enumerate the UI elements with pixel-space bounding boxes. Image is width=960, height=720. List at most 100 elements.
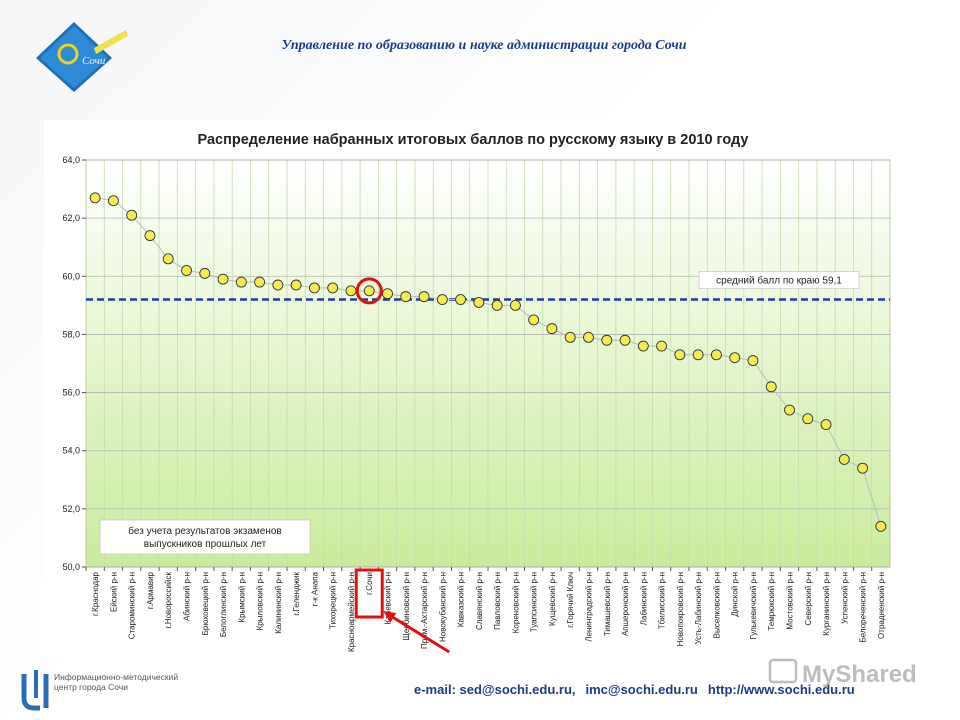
x-tick-label: Павловский р-н (493, 572, 502, 630)
chart-panel: Распределение набранных итоговых баллов … (44, 120, 902, 656)
x-tick-label: Северский р-н (804, 572, 813, 625)
x-tick-label: г.Краснодар (91, 571, 100, 616)
x-tick-label: Тбилисский р-н (658, 572, 667, 629)
x-tick-label: Динской р-н (731, 572, 740, 617)
x-tick-label: г.Сочи (365, 572, 374, 595)
x-tick-label: Прим.-Ахтарский р-н (420, 572, 429, 649)
data-point (637, 340, 649, 352)
x-tick-label: Мостовский р-н (786, 572, 795, 630)
data-point (162, 253, 174, 265)
data-point (729, 352, 741, 364)
logo-swirl-icon (57, 43, 79, 65)
data-point (747, 355, 759, 367)
x-tick-label: Кущевский р-н (548, 572, 557, 626)
x-tick-label: Гулькевичский р-н (749, 572, 758, 640)
data-point (363, 285, 375, 297)
y-tick-label: 50,0 (62, 562, 80, 572)
x-tick-label: Крымский р-н (237, 572, 246, 623)
mean-label: средний балл по краю 59,1 (716, 275, 842, 287)
data-point (436, 294, 448, 305)
data-point (802, 413, 814, 425)
data-point (418, 291, 430, 303)
chart: Распределение набранных итоговых баллов … (62, 132, 891, 654)
x-tick-label: Белореченский р-н (859, 572, 868, 643)
x-tick-label: Щербиновский р-н (402, 572, 411, 641)
data-point (308, 282, 320, 294)
x-tick-label: г-к Анапа (310, 571, 319, 606)
data-point (601, 334, 613, 346)
y-tick-label: 54,0 (62, 446, 80, 456)
imc-org-line2: центр города Сочи (54, 682, 128, 692)
data-point (181, 265, 192, 276)
data-point (89, 192, 101, 204)
y-tick-label: 62,0 (62, 213, 80, 223)
x-tick-label: Новокубанский р-н (438, 572, 447, 642)
data-point (765, 381, 777, 393)
x-tick-label: Отрадненский р-н (877, 572, 886, 639)
x-tick-label: Туапсинский р-н (530, 572, 539, 632)
data-point (235, 276, 247, 288)
grid (85, 159, 891, 568)
mean-line-group: средний балл по краю 59,1 (86, 271, 890, 301)
x-tick-label: Тимашевский р-н (603, 572, 612, 636)
data-point (491, 299, 503, 311)
x-tick-label: Белоглинский р-н (219, 572, 228, 637)
data-point (473, 296, 485, 308)
y-tick-label: 64,0 (62, 155, 80, 165)
highlight-label-box (354, 568, 384, 619)
data-point (692, 349, 704, 361)
x-tick-label: Кореновский р-н (511, 572, 520, 633)
email-link-sed[interactable]: e-mail: sed@sochi.edu.ru, (414, 682, 576, 697)
email-link-imc[interactable]: imc@sochi.edu.ru (585, 682, 698, 697)
logo-text: Сочи (82, 55, 106, 67)
data-point (546, 323, 558, 335)
page-title: Управление по образованию и науке админи… (281, 38, 687, 53)
data-point (710, 349, 722, 361)
data-point (455, 294, 467, 305)
note-box-bg (99, 519, 311, 555)
data-point (564, 331, 576, 343)
x-tick-label: Апшеронский р-н (621, 572, 630, 636)
x-tick-label: Кавказский р-н (457, 572, 466, 627)
imc-logo: Информационно-методический центр города … (21, 670, 178, 711)
data-point (382, 288, 393, 300)
data-point (674, 349, 686, 361)
y-axis: 50,0 52,0 54,0 56,0 58,0 60,0 62,0 64,0 (62, 155, 86, 572)
x-axis: г.Краснодар Ейский р-н Староминский р-н г.А… (85, 567, 886, 652)
watermark-text: MyShared (802, 661, 917, 688)
data-point (528, 314, 540, 326)
data-point (820, 419, 832, 430)
data-point (656, 340, 668, 352)
x-tick-label: г.Армавир (146, 571, 155, 609)
x-tick-label: Славянский р-н (475, 572, 484, 630)
website-link[interactable]: http://www.sochi.edu.ru (707, 682, 855, 697)
data-point (583, 331, 594, 343)
x-tick-label: Брюховецкий р-н (201, 572, 210, 635)
y-tick-label: 56,0 (62, 388, 80, 398)
x-tick-label: Усть-Лабинский р-н (694, 572, 703, 644)
y-tick-label: 52,0 (62, 504, 80, 514)
x-tick-label: Курганинский р-н (822, 572, 831, 636)
y-tick-label: 60,0 (62, 271, 80, 281)
chart-title: Распределение набранных итоговых баллов … (197, 132, 748, 148)
data-point (345, 285, 357, 297)
x-tick-label: Тихорецкий р-н (329, 572, 338, 629)
data-point (784, 404, 795, 416)
x-tick-label: г.Геленджик (292, 572, 301, 616)
watermark: MyShared (768, 658, 917, 688)
data-point (838, 453, 850, 465)
x-tick-label: Красноармейский р-н (347, 572, 356, 652)
x-tick-label: Каневский р-н (384, 572, 393, 624)
x-tick-label: Калининский р-н (274, 572, 283, 634)
contacts: e-mail: sed@sochi.edu.ru, imc@sochi.edu.r… (414, 682, 865, 697)
x-tick-label: Крыловский р-н (256, 572, 265, 630)
data-point (126, 209, 138, 221)
x-tick-label: г.Новороссийск (164, 572, 173, 629)
highlight-circle (355, 277, 383, 305)
data-point (875, 520, 887, 532)
x-tick-label: Ленинградский р-н (585, 572, 594, 642)
note-line-2: выпускников прошлых лет (144, 539, 267, 550)
x-tick-label: Ейский р-н (109, 572, 118, 612)
data-point (217, 273, 229, 285)
x-tick-label: Темрюкский р-н (767, 572, 776, 631)
